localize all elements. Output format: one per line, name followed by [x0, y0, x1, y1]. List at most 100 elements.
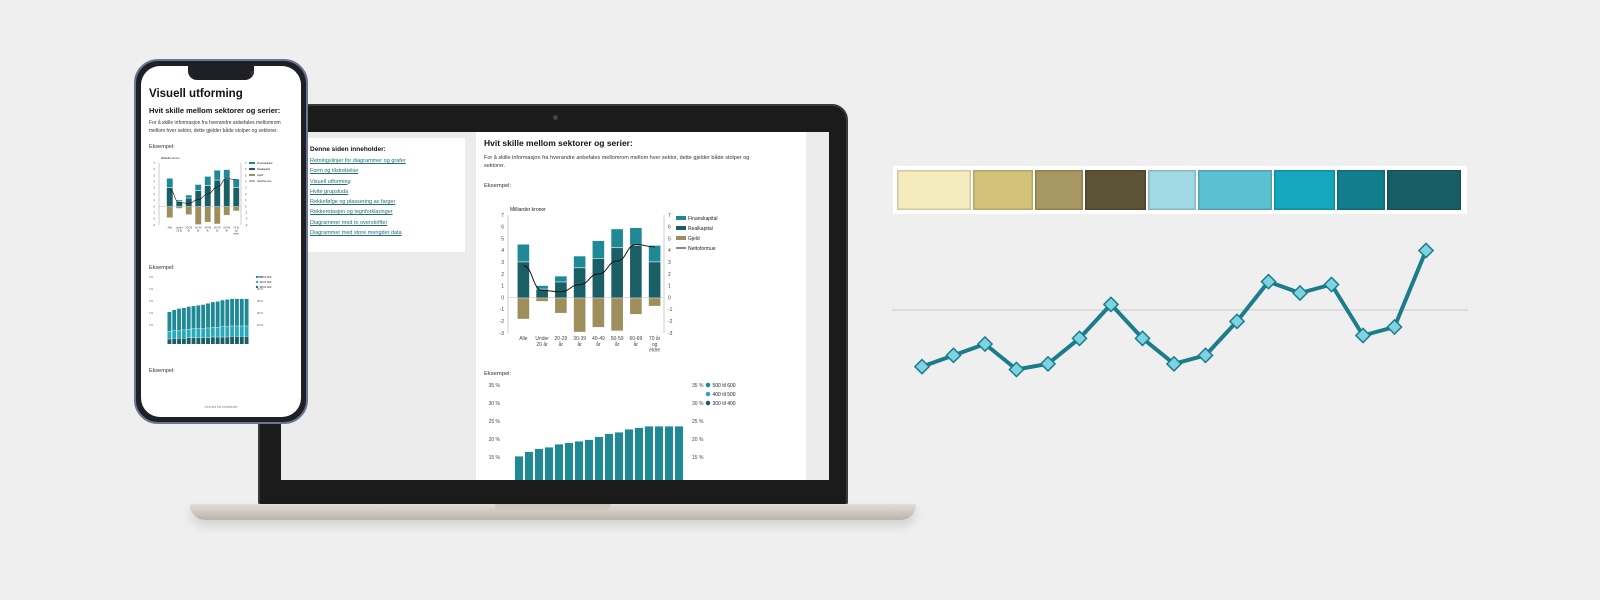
x-tick-label: 60-69 — [223, 226, 230, 230]
x-tick-label: år — [634, 340, 639, 347]
stack-segment — [215, 301, 220, 328]
toc-link[interactable]: Visuell utforming — [310, 178, 351, 185]
laptop-base — [190, 504, 916, 520]
stack-segment — [625, 428, 633, 480]
toc-link[interactable]: Form og tilstrebelse — [310, 168, 359, 175]
bar-gjeld — [611, 297, 623, 331]
data-point — [1102, 296, 1120, 313]
x-tick-label: Under — [535, 336, 549, 342]
bar-gjeld — [195, 207, 202, 225]
y-tick-label: 2 — [154, 192, 156, 196]
bar-gjeld — [573, 297, 586, 332]
y-tick-label: 20 % — [489, 437, 501, 443]
bar-realkapital — [195, 190, 202, 207]
x-tick-label: 20 år — [176, 229, 182, 233]
toc-link[interactable]: Diagrammer med store mengder data — [310, 230, 402, 237]
y-tick-label: -2 — [500, 318, 505, 324]
legend-swatch — [705, 382, 711, 387]
toc-link[interactable]: Rekkefølge og plassering av farger — [310, 199, 396, 206]
bar-realkapital — [573, 267, 586, 298]
x-tick-label: år — [226, 229, 228, 233]
y-tick-label: 2 — [501, 271, 504, 277]
stack-segment — [244, 326, 249, 337]
toc-link[interactable]: Diagrammer med to overskrifter — [310, 219, 388, 226]
stack-segment — [172, 338, 177, 344]
x-tick-label: år — [577, 340, 582, 347]
data-point — [1386, 318, 1403, 336]
y2-tick-label: 2 — [668, 271, 671, 277]
data-point — [945, 347, 962, 364]
bar-realkapital — [166, 187, 173, 207]
stack-segment — [244, 298, 249, 326]
bar-finanskapital — [166, 178, 173, 188]
y-tick-label: 15 % — [149, 323, 154, 327]
stack-segment — [575, 440, 583, 480]
bar-gjeld — [185, 207, 192, 215]
palette-swatch — [897, 170, 971, 210]
toc-link[interactable]: Rekkerotasjon og tegnforklaringer — [310, 209, 393, 216]
phone-heading: Hvit skille mellom sektorer og serier: — [149, 106, 281, 115]
laptop-notch — [495, 504, 611, 510]
toc-link[interactable]: Retningslinjer for diagrammer og grafer — [310, 158, 406, 164]
bar-finanskapital — [555, 275, 567, 282]
legend-swatch — [255, 280, 259, 284]
x-tick-label: år — [188, 229, 190, 233]
stack-segment — [177, 338, 181, 344]
phone-body: For å skille informasjon fra hverandre a… — [149, 120, 281, 134]
data-point — [1165, 355, 1183, 372]
data-point — [913, 358, 931, 375]
data-point — [976, 335, 994, 353]
y-tick-label: 30 % — [149, 287, 154, 291]
bar-realkapital — [176, 202, 183, 207]
stack-segment — [230, 298, 235, 326]
y-axis-label: Milliarder kroner — [161, 156, 180, 160]
stack-segment — [172, 330, 177, 339]
legend-swatch — [249, 167, 255, 171]
y2-tick-label: 15 % — [257, 323, 264, 327]
stack-segment — [177, 308, 181, 331]
table-of-contents: Denne siden inneholder: Retningslinjer f… — [303, 138, 465, 252]
legend-label: Realkapital — [688, 225, 713, 231]
article-body: For å skille informasjon fra hverandre a… — [484, 155, 750, 170]
y2-tick-label: 15 % — [692, 455, 704, 461]
x-tick-label: 60-69 — [629, 336, 642, 342]
x-tick-label: 50-59 — [214, 226, 221, 230]
stack-segment — [225, 337, 230, 344]
legend-swatch — [705, 391, 711, 396]
x-tick-label: Under — [176, 226, 183, 230]
y-tick-label: 30 % — [489, 401, 501, 407]
toc-link[interactable]: Hvite grupsluda — [310, 188, 349, 195]
y2-tick-label: 7 — [245, 161, 247, 165]
bar-gjeld — [517, 297, 530, 319]
stack-segment — [535, 448, 543, 480]
y2-tick-label: 1 — [668, 283, 671, 289]
y2-tick-label: 3 — [668, 259, 671, 265]
x-tick-label: år — [559, 340, 564, 347]
y2-tick-label: 35 % — [692, 383, 704, 389]
y-tick-label: 35 % — [149, 275, 154, 279]
stack-segment — [186, 306, 191, 330]
y2-tick-label: 20 % — [692, 437, 704, 443]
stack-segment — [167, 331, 172, 339]
legend-label: Finanskapital — [688, 215, 717, 221]
phone: Visuell utforming Hvit skille mellom sek… — [134, 59, 308, 424]
laptop-stacked-chart: 35 % 35 % 30 % 30 % 25 % 25 % 20 % 20 % 15 % 15 %… — [489, 382, 736, 480]
stack-segment — [201, 328, 206, 338]
bar-finanskapital — [630, 227, 642, 245]
data-point — [1354, 327, 1372, 344]
legend-label: Gjeld — [257, 173, 264, 177]
bar-finanskapital — [195, 184, 202, 191]
y-tick-label: 35 % — [489, 383, 501, 389]
phone-page-title: Visuell utforming — [149, 88, 243, 100]
bar-finanskapital — [176, 200, 183, 202]
bar-finanskapital — [648, 245, 661, 262]
x-tick-label: 30-39 — [573, 336, 586, 342]
stack-segment — [235, 298, 239, 326]
article: Hvit skille mellom sektorer og serier: F… — [476, 132, 806, 480]
bar-gjeld — [648, 297, 661, 306]
stack-segment — [196, 305, 201, 329]
y-tick-label: -1 — [500, 307, 505, 313]
palette-swatch — [1387, 170, 1461, 210]
y-tick-label: 5 — [501, 236, 504, 242]
stack-segment — [191, 328, 196, 338]
